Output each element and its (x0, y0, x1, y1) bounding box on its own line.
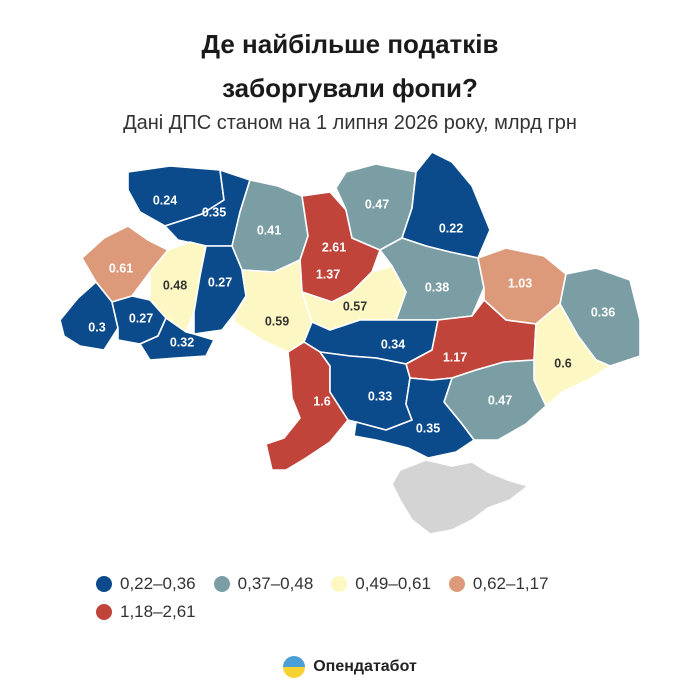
region-value-donetsk: 0.6 (554, 356, 571, 370)
legend-label: 0,49–0,61 (355, 574, 431, 593)
map-title: Де найбільше податків заборгували фопи? (0, 22, 700, 110)
region-value-kharkiv: 1.03 (508, 276, 532, 290)
region-value-sumy: 0.22 (439, 221, 463, 235)
region-value-kyiv-oblast: 2.61 (322, 240, 346, 254)
region-value-mykolaiv: 0.33 (368, 389, 392, 403)
map-legend: 0,22–0,36 0,37–0,48 0,49–0,61 0,62–1,17 1,18… (96, 574, 656, 630)
opendatabot-logo-icon (283, 656, 306, 678)
region-khmelnytskyi (193, 245, 247, 335)
region-value-chernihiv: 0.47 (365, 197, 389, 211)
region-crimea (391, 459, 529, 535)
legend-swatch (96, 604, 112, 620)
region-value-kherson: 0.35 (416, 421, 440, 435)
region-value-chernivtsi: 0.32 (170, 335, 194, 349)
region-value-poltava: 0.38 (425, 280, 449, 294)
region-value-zhytomyr: 0.41 (257, 223, 281, 237)
ukraine-choropleth-map: 0.24 0.35 0.41 2.61 1.37 0.47 0.22 0.61 0.48 0.27… (59, 151, 641, 535)
brand: Опендатабот (0, 656, 700, 678)
region-value-ternopil: 0.48 (163, 278, 187, 292)
region-value-khmelnytskyi: 0.27 (208, 275, 232, 289)
legend-label: 0,37–0,48 (237, 574, 314, 593)
legend-label: 0,22–0,36 (120, 574, 196, 593)
brand-name: Опендатабот (313, 658, 417, 675)
region-value-labels: 0.24 0.35 0.41 2.61 1.37 0.47 0.22 0.61 0.48 0.27… (88, 193, 615, 435)
region-value-luhansk: 0.36 (591, 305, 615, 319)
region-kherson (353, 377, 475, 459)
region-value-zaporizhzhia: 0.47 (488, 393, 512, 407)
region-value-volyn: 0.24 (153, 193, 177, 207)
legend-item: 0,37–0,48 (213, 574, 314, 594)
legend-item: 0,22–0,36 (96, 574, 196, 594)
region-value-rivne: 0.35 (202, 205, 226, 219)
region-value-dnipropetrovsk: 1.17 (443, 350, 467, 364)
region-value-vinnytsia: 0.59 (265, 314, 289, 328)
region-value-ivano-frankivsk: 0.27 (129, 311, 153, 325)
legend-label: 0,62–1,17 (472, 574, 549, 593)
region-vinnytsia (233, 259, 313, 353)
region-value-kyiv-city: 1.37 (316, 267, 340, 281)
region-value-lviv: 0.61 (109, 261, 133, 275)
region-chernivtsi (139, 317, 215, 361)
region-value-odesa: 1.6 (313, 394, 330, 408)
legend-swatch (448, 576, 465, 592)
region-value-zakarpattia: 0.3 (88, 320, 105, 334)
region-value-kirovohrad: 0.34 (381, 337, 405, 351)
legend-item: 1,18–2,61 (96, 602, 196, 622)
region-value-cherkasy: 0.57 (343, 299, 367, 313)
map-subtitle: Дані ДПС станом на 1 липня 2026 року, мл… (123, 112, 577, 134)
legend-item: 0,49–0,61 (331, 574, 431, 594)
title-line-1: Де найбільше податків (201, 29, 499, 59)
legend-item: 0,62–1,17 (448, 574, 549, 594)
title-line-2: заборгували фопи? (222, 73, 478, 103)
legend-swatch (331, 576, 348, 592)
legend-swatch (96, 576, 112, 592)
legend-label: 1,18–2,61 (120, 602, 196, 621)
legend-swatch (213, 576, 230, 592)
